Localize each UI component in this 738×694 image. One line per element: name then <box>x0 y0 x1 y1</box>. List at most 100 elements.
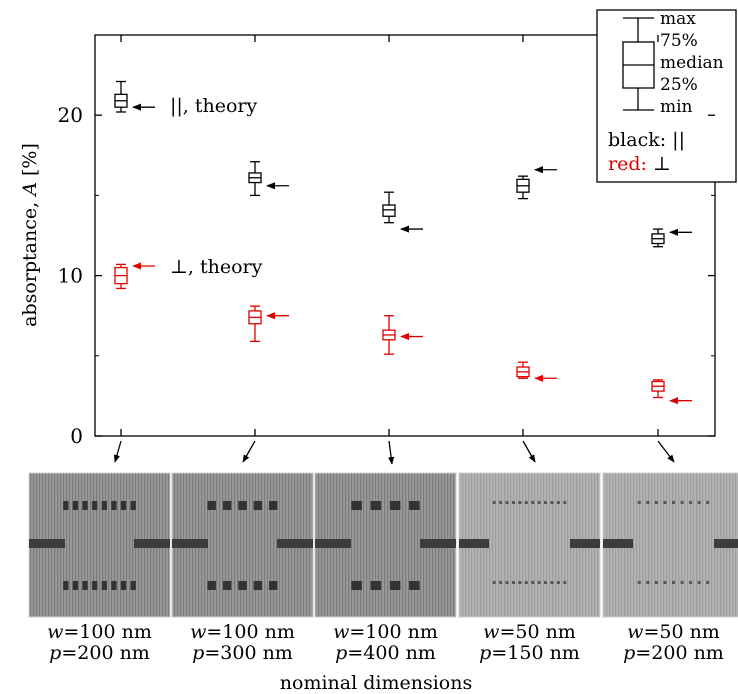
sample-pointer-5 <box>657 440 675 463</box>
pad-mark <box>531 501 535 504</box>
parallel-box-2 <box>248 161 262 197</box>
contact-pad-right <box>277 539 313 548</box>
pad-mark <box>672 581 675 584</box>
pad-mark <box>505 581 509 584</box>
sem-micrograph-4 <box>458 472 601 618</box>
pad-mark <box>222 581 232 590</box>
perp-theory-annotation: ⊥, theory <box>170 256 263 278</box>
pad-mark <box>111 501 117 510</box>
pad-mark <box>537 581 541 584</box>
perp-box-1 <box>114 263 128 290</box>
y-tick-label: 10 <box>58 264 83 288</box>
box-series <box>114 80 665 399</box>
pad-mark <box>544 581 548 584</box>
sample-label-3: w=100 nm p=400 nm <box>333 621 438 664</box>
sample-pointer-3 <box>387 440 395 465</box>
legend-min-label: min <box>660 97 693 117</box>
sem-micrograph-2 <box>171 472 314 618</box>
pad-mark <box>637 581 641 584</box>
pad-mark <box>370 501 382 510</box>
pad-mark <box>351 501 362 510</box>
y-tick-label: 0 <box>70 424 83 448</box>
pad-mark <box>238 501 247 510</box>
pad-mark <box>409 501 420 510</box>
pad-mark <box>537 501 541 504</box>
contact-pad-right <box>420 539 456 548</box>
pad-mark <box>63 581 69 590</box>
pad-mark <box>82 581 88 590</box>
pad-mark <box>253 501 263 510</box>
x-axis-ticks <box>120 35 659 436</box>
legend: max 75% median 25% min black: || red: ⊥ <box>596 9 737 183</box>
parallel-box-5 <box>651 228 665 248</box>
pad-mark <box>672 501 675 504</box>
legend-black-entry: black: || <box>608 129 685 151</box>
pad-mark <box>511 501 515 504</box>
pad-mark <box>706 501 710 504</box>
sample-pointer-2 <box>242 440 256 463</box>
contact-pad-left <box>603 539 633 548</box>
sample-label-5: w=50 nm p=200 nm <box>623 621 724 664</box>
pad-mark <box>253 581 263 590</box>
legend-median-label: median <box>660 53 724 73</box>
pad-mark <box>409 581 420 590</box>
sample-pointer-arrows <box>113 440 675 465</box>
sample-pointer-4 <box>522 440 536 463</box>
pad-mark <box>63 501 69 510</box>
pad-mark <box>697 501 701 504</box>
pad-mark <box>492 501 496 504</box>
pad-mark <box>269 501 278 510</box>
y-axis-ticks: 0 10 20 <box>58 103 715 448</box>
pad-mark <box>646 501 650 504</box>
legend-red-entry: red: ⊥ <box>608 153 671 175</box>
pad-mark <box>531 581 535 584</box>
contact-pad-left <box>315 539 351 548</box>
pad-mark <box>492 581 496 584</box>
pad-mark <box>222 501 232 510</box>
legend-q1-label: 25% <box>660 75 698 95</box>
pad-mark <box>663 581 667 584</box>
pad-mark <box>654 501 658 504</box>
legend-q3-label: 75% <box>660 31 698 51</box>
pad-mark <box>637 501 641 504</box>
legend-max-label: max <box>660 9 696 29</box>
pad-mark <box>505 501 509 504</box>
plot-area <box>94 34 716 437</box>
pad-mark <box>697 581 701 584</box>
pad-mark <box>524 581 528 584</box>
pad-mark <box>207 581 216 590</box>
pad-mark <box>518 581 522 584</box>
sem-micrograph-strip <box>28 472 738 618</box>
pad-mark <box>518 501 522 504</box>
pad-mark <box>499 501 503 504</box>
y-tick-label: 20 <box>58 103 83 127</box>
pad-mark <box>499 581 503 584</box>
pad-mark <box>680 581 684 584</box>
pad-mark <box>389 581 401 590</box>
pad-mark <box>389 501 401 510</box>
perp-box-2 <box>248 305 262 343</box>
parallel-theory-annotation: ||, theory <box>170 95 258 117</box>
theory-markers <box>132 103 692 405</box>
pad-mark <box>544 501 548 504</box>
sem-micrograph-3 <box>314 472 457 618</box>
pad-mark <box>663 501 667 504</box>
pad-mark <box>120 581 127 590</box>
pad-mark <box>550 581 554 584</box>
perp-box-4 <box>516 361 530 379</box>
pad-mark <box>130 581 136 590</box>
pad-mark <box>238 581 247 590</box>
sample-label-1: w=100 nm p=200 nm <box>47 621 152 664</box>
pad-mark <box>556 581 560 584</box>
parallel-box-3 <box>382 191 396 224</box>
parallel-box-4 <box>516 175 530 200</box>
pad-mark <box>706 581 710 584</box>
pad-mark <box>646 581 650 584</box>
pad-mark <box>269 581 278 590</box>
pad-mark <box>680 501 684 504</box>
contact-pad-left <box>172 539 208 548</box>
parallel-box-1 <box>114 80 128 113</box>
pad-mark <box>130 501 136 510</box>
pad-mark <box>92 501 98 510</box>
pad-mark <box>101 581 107 590</box>
